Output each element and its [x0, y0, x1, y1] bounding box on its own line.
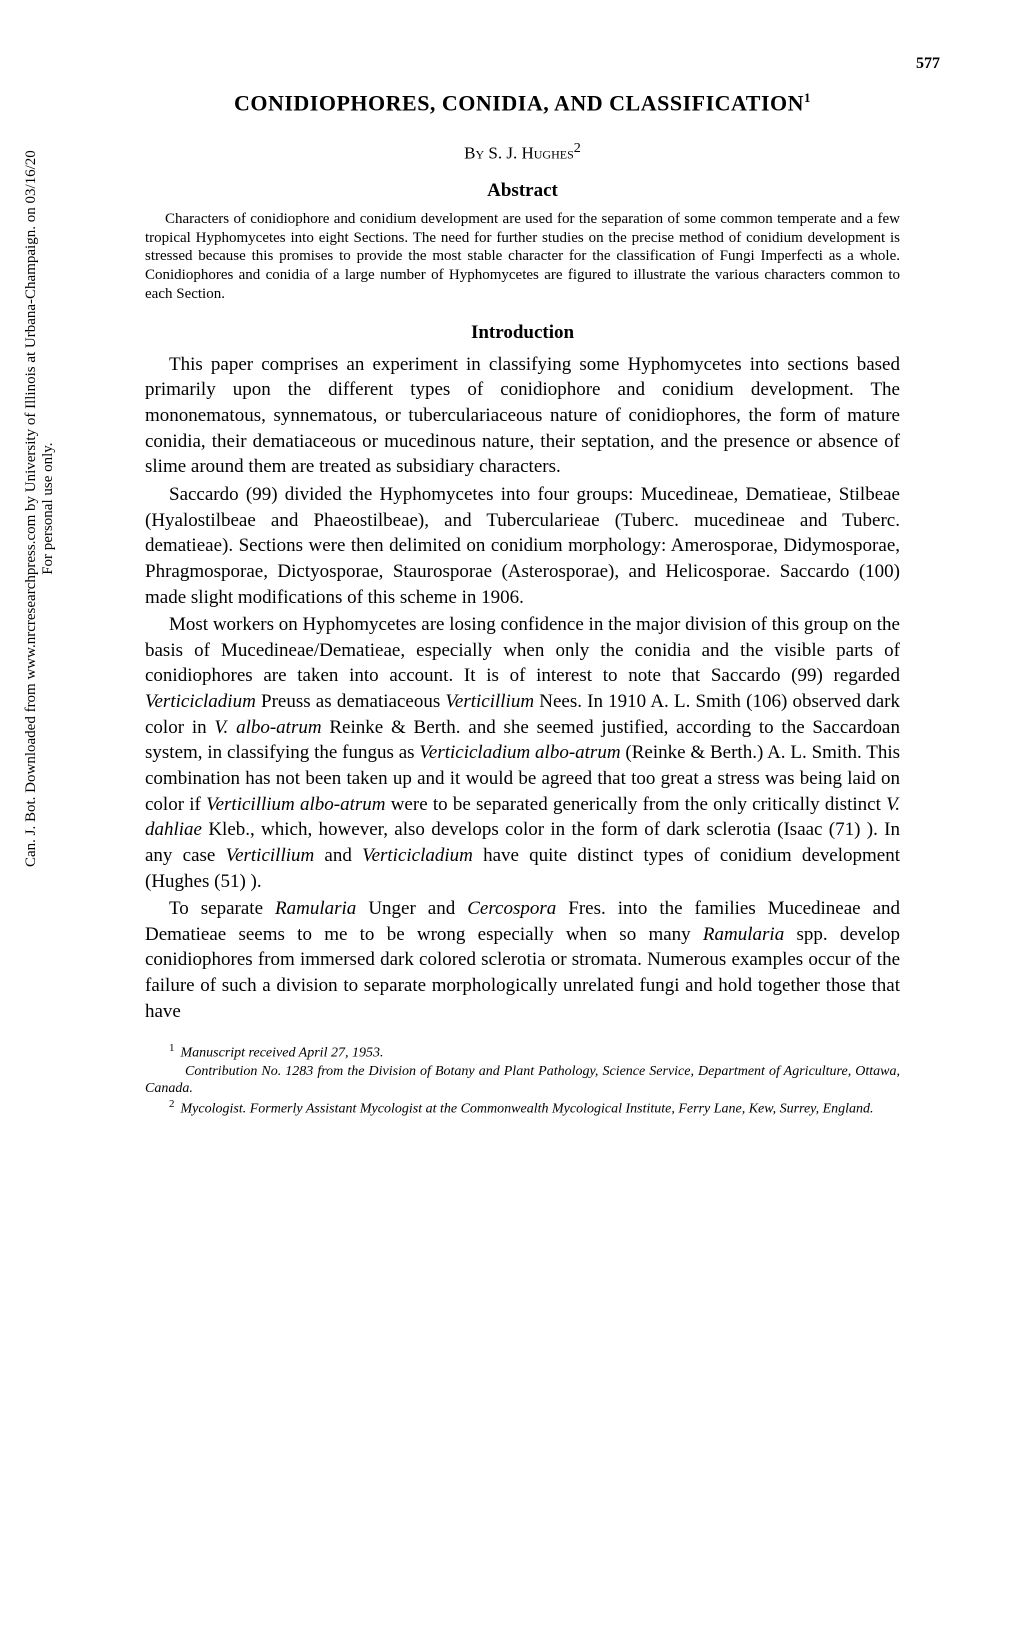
intro-paragraph-1: This paper comprises an experiment in cl…: [145, 352, 900, 480]
footnote-2: 2 Mycologist. Formerly Assistant Mycologi…: [145, 1098, 900, 1118]
side-line-1: Can. J. Bot. Downloaded from www.nrcrese…: [23, 150, 39, 867]
p4-species-2: Cercospora: [467, 898, 556, 919]
p3-text-b: Preuss as dematiaceous: [256, 691, 446, 712]
footnote-2-marker: 2: [169, 1098, 175, 1110]
introduction-heading: Introduction: [145, 322, 900, 344]
title-footnote-ref: 1: [804, 90, 811, 105]
title-text: CONIDIOPHORES, CONIDIA, AND CLASSIFICATI…: [234, 90, 804, 115]
p3-species-2: Verticillium: [445, 691, 534, 712]
p4-species-3: Ramularia: [703, 924, 784, 945]
p4-text-b: Unger and: [356, 898, 467, 919]
p4-text-a: To separate: [169, 898, 275, 919]
paper-title: CONIDIOPHORES, CONIDIA, AND CLASSIFICATI…: [145, 90, 900, 116]
p3-species-4: Verticicladium albo-atrum: [419, 742, 620, 763]
abstract-paragraph: Characters of conidiophore and conidium …: [145, 210, 900, 304]
footnote-1-text-a: Manuscript received April 27, 1953.: [181, 1046, 384, 1061]
p3-text-h: and: [314, 845, 362, 866]
p3-species-3: V. albo-atrum: [214, 717, 321, 738]
side-line-2: For personal use only.: [40, 150, 57, 867]
p3-text-a: Most workers on Hyphomycetes are losing …: [145, 614, 900, 686]
footnote-1-marker: 1: [169, 1042, 175, 1054]
intro-paragraph-4: To separate Ramularia Unger and Cercospo…: [145, 896, 900, 1024]
intro-paragraph-2: Saccardo (99) divided the Hyphomycetes i…: [145, 482, 900, 610]
author-name: S. J. Hughes: [488, 144, 573, 163]
footnote-1-line-2: Contribution No. 1283 from the Division …: [145, 1063, 900, 1098]
footnote-1-line-1: 1 Manuscript received April 27, 1953.: [145, 1042, 900, 1062]
intro-paragraph-3: Most workers on Hyphomycetes are losing …: [145, 612, 900, 894]
p3-species-5: Verticillium albo-atrum: [206, 794, 385, 815]
author-line: By S. J. Hughes2: [145, 140, 900, 164]
p3-species-7: Verticillium: [226, 845, 315, 866]
p3-text-f: were to be separated generically from th…: [385, 794, 886, 815]
p4-species-1: Ramularia: [275, 898, 356, 919]
abstract-heading: Abstract: [145, 180, 900, 202]
footnotes-block: 1 Manuscript received April 27, 1953. Con…: [145, 1042, 900, 1117]
page-number: 577: [916, 55, 940, 73]
download-source-text: Can. J. Bot. Downloaded from www.nrcrese…: [23, 150, 57, 867]
author-prefix: By: [464, 144, 484, 163]
p3-species-8: Verticicladium: [362, 845, 473, 866]
p3-species-1: Verticicladium: [145, 691, 256, 712]
author-footnote-ref: 2: [574, 140, 581, 156]
footnote-2-text: Mycologist. Formerly Assistant Mycologis…: [181, 1101, 874, 1116]
